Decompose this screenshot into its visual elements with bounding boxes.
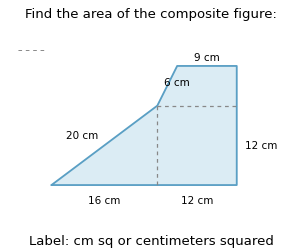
Text: Label: cm sq or centimeters squared: Label: cm sq or centimeters squared [29,234,273,247]
Text: 12 cm: 12 cm [181,195,213,205]
Text: 20 cm: 20 cm [66,131,98,141]
Text: Find the area of the composite figure:: Find the area of the composite figure: [25,8,277,20]
Text: 12 cm: 12 cm [245,141,277,151]
Polygon shape [51,67,237,185]
Text: 6 cm: 6 cm [164,78,190,88]
Text: 9 cm: 9 cm [194,53,220,63]
Text: – – – –: – – – – [18,45,45,54]
Text: 16 cm: 16 cm [88,195,120,205]
